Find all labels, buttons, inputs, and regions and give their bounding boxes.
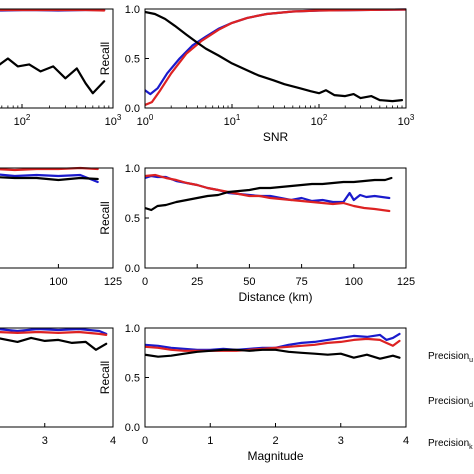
plot-frame — [0, 167, 114, 269]
y-tick-label: 0.0 — [125, 103, 140, 115]
x-tick-label: 75 — [295, 276, 307, 288]
series-line-1 — [0, 8, 106, 12]
series-line-0 — [0, 173, 99, 184]
series-line-1 — [0, 330, 108, 336]
y-tick-label: 0.5 — [125, 373, 140, 385]
x-tick-label: 102 — [14, 113, 31, 128]
series-line-2 — [145, 176, 393, 212]
plot-frame — [0, 327, 114, 428]
series-line-0 — [0, 327, 108, 335]
y-axis-label: Recall — [98, 201, 112, 234]
legend-entry-u: Precisionu — [428, 351, 473, 364]
x-axis-label: Magnitude — [247, 449, 303, 463]
y-tick-label: 0.5 — [125, 54, 140, 66]
plot-frame — [144, 8, 407, 109]
y-tick-label: 1.0 — [125, 163, 140, 175]
x-tick-label: 100 — [137, 113, 154, 128]
x-tick-label: 2 — [272, 435, 278, 447]
x-tick-label: 125 — [104, 276, 122, 288]
chart-recall-magnitude: 0 1 2 3 4 0.0 0.5 1.0 Magnitude Recall — [98, 323, 409, 463]
x-tick-label: 3 — [42, 435, 48, 447]
x-tick-label: 102 — [311, 113, 328, 128]
x-tick-label: 125 — [397, 276, 415, 288]
series-line-2 — [145, 10, 404, 103]
x-tick-label: 103 — [398, 113, 415, 128]
x-tick-label: 100 — [345, 276, 363, 288]
legend-entry-d: Precisiond — [428, 396, 473, 409]
y-tick-label: 0.0 — [125, 422, 140, 434]
series-line-1 — [145, 173, 391, 213]
series-line-1 — [145, 8, 406, 107]
x-axis-label: Distance (km) — [238, 290, 312, 304]
x-tick-label: 50 — [243, 276, 255, 288]
plot-frame — [144, 327, 407, 428]
y-tick-label: 0.0 — [125, 263, 140, 275]
y-tick-label: 1.0 — [125, 323, 140, 335]
x-tick-label: 100 — [49, 276, 67, 288]
y-tick-label: 1.0 — [125, 4, 140, 16]
x-tick-label: 4 — [403, 435, 409, 447]
series-line-2 — [0, 57, 106, 95]
series-line-2 — [145, 348, 401, 360]
x-tick-label: 25 — [191, 276, 203, 288]
legend-entry-k: Precisionk — [428, 438, 473, 451]
x-tick-label: 0 — [142, 435, 148, 447]
x-tick-label: 4 — [110, 435, 116, 447]
plot-frame — [0, 8, 114, 109]
y-axis-label: Recall — [98, 361, 112, 394]
y-tick-label: 0.5 — [125, 213, 140, 225]
y-axis-label: Recall — [98, 42, 112, 75]
series-line-2 — [0, 176, 99, 182]
x-axis-label: SNR — [263, 130, 289, 144]
chart-left-middle: 100 125 — [0, 166, 122, 288]
x-tick-label: 103 — [105, 113, 122, 128]
x-tick-label: 101 — [224, 113, 241, 128]
legend: Precisionu Precisiond Precisionk — [428, 351, 473, 451]
x-tick-label: 1 — [207, 435, 213, 447]
x-tick-label: 3 — [338, 435, 344, 447]
series-line-2 — [0, 336, 108, 351]
chart-left-top: 102 103 — [0, 8, 122, 128]
x-tick-label: 0 — [142, 276, 148, 288]
series-line-1 — [145, 337, 401, 352]
